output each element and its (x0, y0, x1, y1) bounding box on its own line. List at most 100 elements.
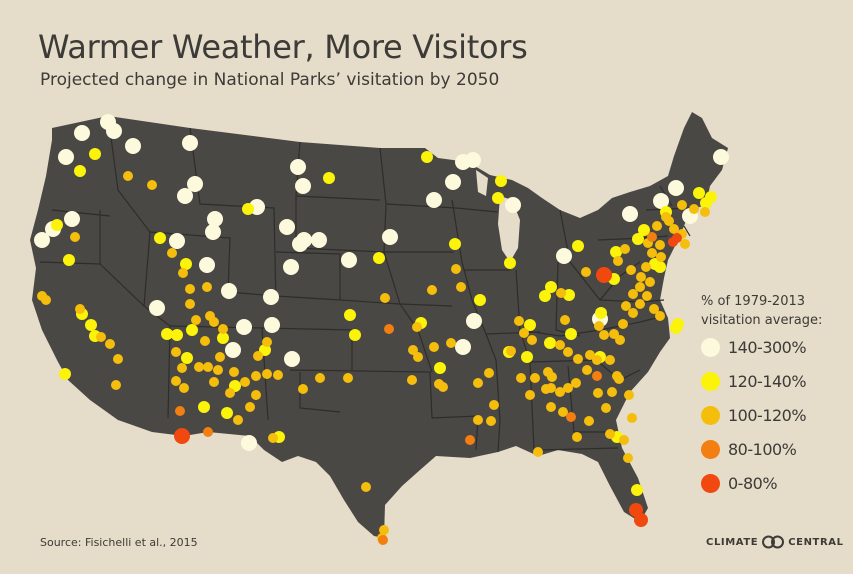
park-marker marker-100-120 (556, 288, 566, 298)
page-subtitle: Projected change in National Parks’ visi… (40, 70, 500, 90)
park-marker marker-100-120 (607, 387, 617, 397)
legend-label: 120-140% (728, 371, 807, 391)
park-marker marker-120-140 (474, 294, 486, 306)
legend-label: 140-300% (728, 337, 807, 357)
park-marker marker-100-120 (563, 383, 573, 393)
park-marker marker-140-300 (199, 257, 215, 273)
park-marker marker-140-300 (225, 342, 241, 358)
park-marker marker-140-300 (205, 224, 221, 240)
park-marker marker-140-300 (34, 232, 50, 248)
park-marker marker-100-120 (645, 277, 655, 287)
park-marker marker-100-120 (213, 365, 223, 375)
park-marker marker-100-120 (635, 282, 645, 292)
park-marker marker-100-120 (185, 299, 195, 309)
park-marker marker-100-120 (581, 267, 591, 277)
park-marker marker-140-300 (207, 211, 223, 227)
park-marker marker-120-140 (595, 307, 607, 319)
park-marker marker-100-120 (547, 372, 557, 382)
logo-text-right: CENTRAL (788, 536, 844, 548)
park-marker marker-120-140 (565, 328, 577, 340)
park-marker marker-100-120 (624, 390, 634, 400)
park-marker marker-100-120 (652, 221, 662, 231)
park-marker marker-120-140 (705, 191, 717, 203)
park-marker marker-100-120 (618, 319, 628, 329)
park-marker marker-100-120 (113, 354, 123, 364)
park-marker marker-140-300 (58, 149, 74, 165)
park-marker marker-140-300 (283, 259, 299, 275)
park-marker marker-140-300 (64, 211, 80, 227)
legend-heading-line1: % of 1979-2013 (701, 294, 806, 309)
park-marker marker-100-120 (177, 363, 187, 373)
park-marker marker-100-120 (251, 390, 261, 400)
park-markers (34, 114, 729, 545)
park-marker marker-140-300 (668, 180, 684, 196)
park-marker marker-100-120 (525, 390, 535, 400)
park-marker marker-100-120 (185, 284, 195, 294)
park-marker marker-100-120 (519, 328, 529, 338)
park-marker marker-100-120 (527, 335, 537, 345)
park-marker marker-120-140 (59, 368, 71, 380)
park-marker marker-100-120 (408, 345, 418, 355)
park-marker marker-120-140 (631, 484, 643, 496)
park-marker marker-80-100 (175, 406, 185, 416)
park-marker marker-100-120 (380, 293, 390, 303)
park-marker marker-100-120 (530, 373, 540, 383)
park-marker marker-140-300 (466, 313, 482, 329)
park-marker marker-100-120 (412, 322, 422, 332)
park-marker marker-100-120 (626, 265, 636, 275)
park-marker marker-100-120 (200, 336, 210, 346)
park-marker marker-100-120 (203, 362, 213, 372)
park-marker marker-120-140 (693, 187, 705, 199)
park-marker marker-100-120 (647, 248, 657, 258)
park-marker marker-140-300 (622, 206, 638, 222)
park-marker marker-100-120 (642, 291, 652, 301)
park-marker marker-140-300 (182, 135, 198, 151)
legend-item-100-120: 100-120% (701, 404, 807, 426)
park-marker marker-100-120 (592, 355, 602, 365)
park-marker marker-100-120 (429, 342, 439, 352)
park-marker marker-100-120 (546, 383, 556, 393)
legend-swatch (701, 405, 720, 425)
park-marker marker-100-120 (123, 171, 133, 181)
legend-label: 100-120% (728, 405, 807, 425)
park-marker marker-100-120 (225, 388, 235, 398)
park-marker marker-80-100 (465, 435, 475, 445)
park-marker marker-100-120 (558, 407, 568, 417)
park-marker marker-100-120 (601, 403, 611, 413)
park-marker marker-120-140 (344, 309, 356, 321)
park-marker marker-120-140 (161, 328, 173, 340)
park-marker marker-100-120 (621, 301, 631, 311)
park-marker marker-100-120 (594, 321, 604, 331)
park-marker marker-100-120 (178, 268, 188, 278)
park-marker marker-100-120 (105, 339, 115, 349)
legend-heading-line2: visitation average: (701, 313, 823, 328)
park-marker marker-100-120 (628, 308, 638, 318)
park-marker marker-100-120 (599, 330, 609, 340)
park-marker marker-100-120 (689, 204, 699, 214)
park-marker marker-100-120 (253, 351, 263, 361)
park-marker marker-100-120 (218, 324, 228, 334)
park-marker marker-100-120 (233, 415, 243, 425)
legend-swatch (701, 439, 720, 459)
park-marker marker-120-140 (171, 329, 183, 341)
park-marker marker-140-300 (505, 197, 521, 213)
park-marker marker-100-120 (456, 282, 466, 292)
park-marker marker-80-100 (203, 427, 213, 437)
park-marker marker-100-120 (251, 371, 261, 381)
park-marker marker-100-120 (573, 354, 583, 364)
park-marker marker-140-300 (169, 233, 185, 249)
park-marker marker-100-120 (613, 256, 623, 266)
park-marker marker-100-120 (268, 433, 278, 443)
park-marker marker-0-80 (174, 428, 190, 444)
park-marker marker-100-120 (571, 378, 581, 388)
park-marker marker-100-120 (655, 240, 665, 250)
park-marker marker-100-120 (179, 383, 189, 393)
park-marker marker-120-140 (349, 329, 361, 341)
park-marker marker-140-300 (279, 219, 295, 235)
park-marker marker-100-120 (273, 370, 283, 380)
park-marker marker-140-300 (713, 149, 729, 165)
park-marker marker-100-120 (96, 332, 106, 342)
legend: % of 1979-2013 visitation average: 140-3… (701, 292, 841, 493)
park-marker marker-140-300 (263, 289, 279, 305)
